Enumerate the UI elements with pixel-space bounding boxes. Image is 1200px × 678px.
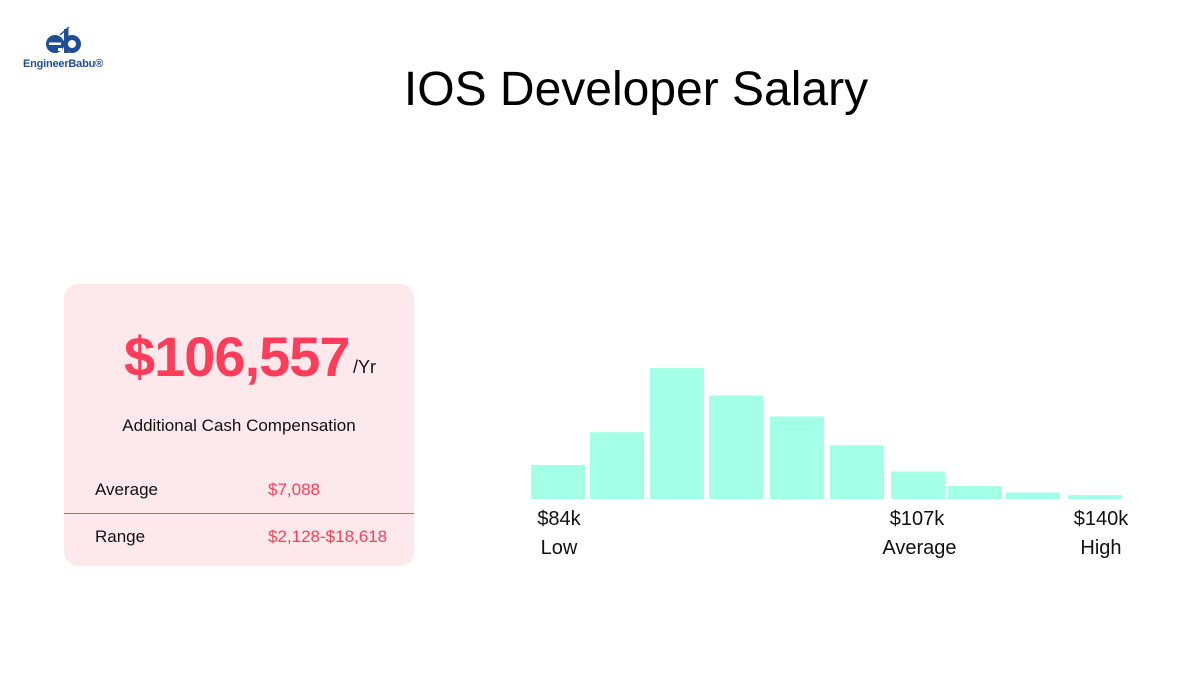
x-label-low: $84k Low (499, 508, 619, 560)
x-label-high-value: $140k (1073, 508, 1129, 530)
range-row: Range $2,128-$18,618 (64, 517, 414, 557)
x-label-high: $140k High (1041, 508, 1161, 560)
salary-amount: $106,557 (124, 325, 351, 388)
average-label: Average (95, 480, 159, 499)
range-value: $2,128-$18,618 (268, 527, 388, 546)
histogram-bar (709, 395, 763, 499)
histogram-bar (590, 432, 644, 499)
salary-card: $106,557 /Yr Additional Cash Compensatio… (64, 284, 414, 566)
histogram-bar (1006, 492, 1060, 499)
histogram-bar (891, 471, 945, 499)
average-value: $7,088 (268, 480, 320, 499)
eb-logo-icon (46, 26, 81, 53)
salary-period: /Yr (353, 357, 377, 377)
histogram-bar (948, 485, 1002, 499)
histogram-bar (1068, 495, 1122, 499)
histogram-bar (531, 464, 585, 499)
range-label: Range (95, 527, 146, 546)
card-subtitle: Additional Cash Compensation (122, 416, 356, 435)
x-label-low-caption: Low (540, 537, 578, 559)
page-title: IOS Developer Salary (403, 63, 869, 116)
brand-logo: EngineerBabu® (18, 26, 108, 70)
x-label-average-value: $107k (889, 508, 945, 530)
brand-name: EngineerBabu® (22, 58, 104, 70)
x-label-high-caption: High (1080, 537, 1122, 559)
histogram-bar (770, 416, 824, 499)
average-row: Average $7,088 (64, 470, 414, 510)
histogram-bar (650, 368, 704, 499)
x-label-average: $107k Average (857, 508, 977, 560)
row-divider (64, 513, 414, 514)
x-label-low-value: $84k (537, 508, 581, 530)
salary-histogram (531, 368, 1122, 499)
x-label-average-caption: Average (882, 537, 957, 559)
histogram-bar (830, 445, 884, 499)
